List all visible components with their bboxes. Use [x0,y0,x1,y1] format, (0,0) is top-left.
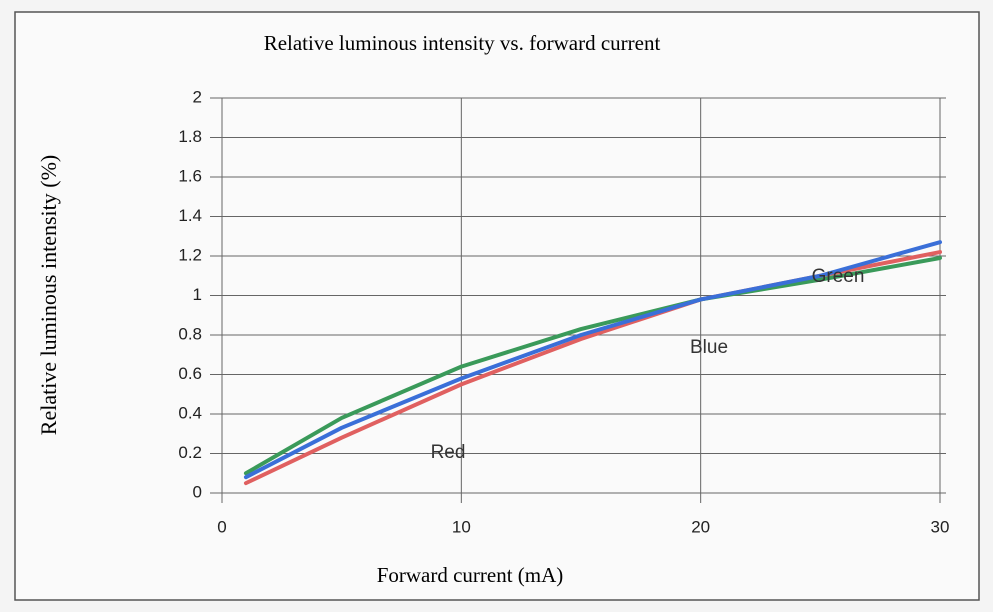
y-tick-label: 0.4 [178,403,202,422]
chart-border [14,11,980,601]
series-line [243,240,942,480]
x-axis-label: Forward current (mA) [377,563,564,587]
y-tick-label: 0 [193,482,202,501]
series-label: Blue [690,337,728,358]
y-axis-label: Relative luminous intensity (%) [36,155,61,435]
y-tick-label: 0.8 [178,324,202,343]
x-tick-label: 30 [931,517,950,536]
series-label: Red [431,442,466,463]
y-tick-label: 1 [193,285,202,304]
series-label: Green [812,266,865,287]
x-tick-label: 20 [691,517,710,536]
y-tick-label: 0.2 [178,443,202,462]
y-tick-label: 2 [193,87,202,106]
y-tick-label: 1.2 [178,245,202,264]
y-tick-label: 1.6 [178,166,202,185]
x-tick-label: 10 [452,517,471,536]
y-tick-label: 1.8 [178,127,202,146]
y-tick-label: 1.4 [178,206,202,225]
y-tick-label: 0.6 [178,364,202,383]
series-line [243,255,942,476]
chart-title: Relative luminous intensity vs. forward … [264,31,661,55]
x-tick-label: 0 [217,517,226,536]
